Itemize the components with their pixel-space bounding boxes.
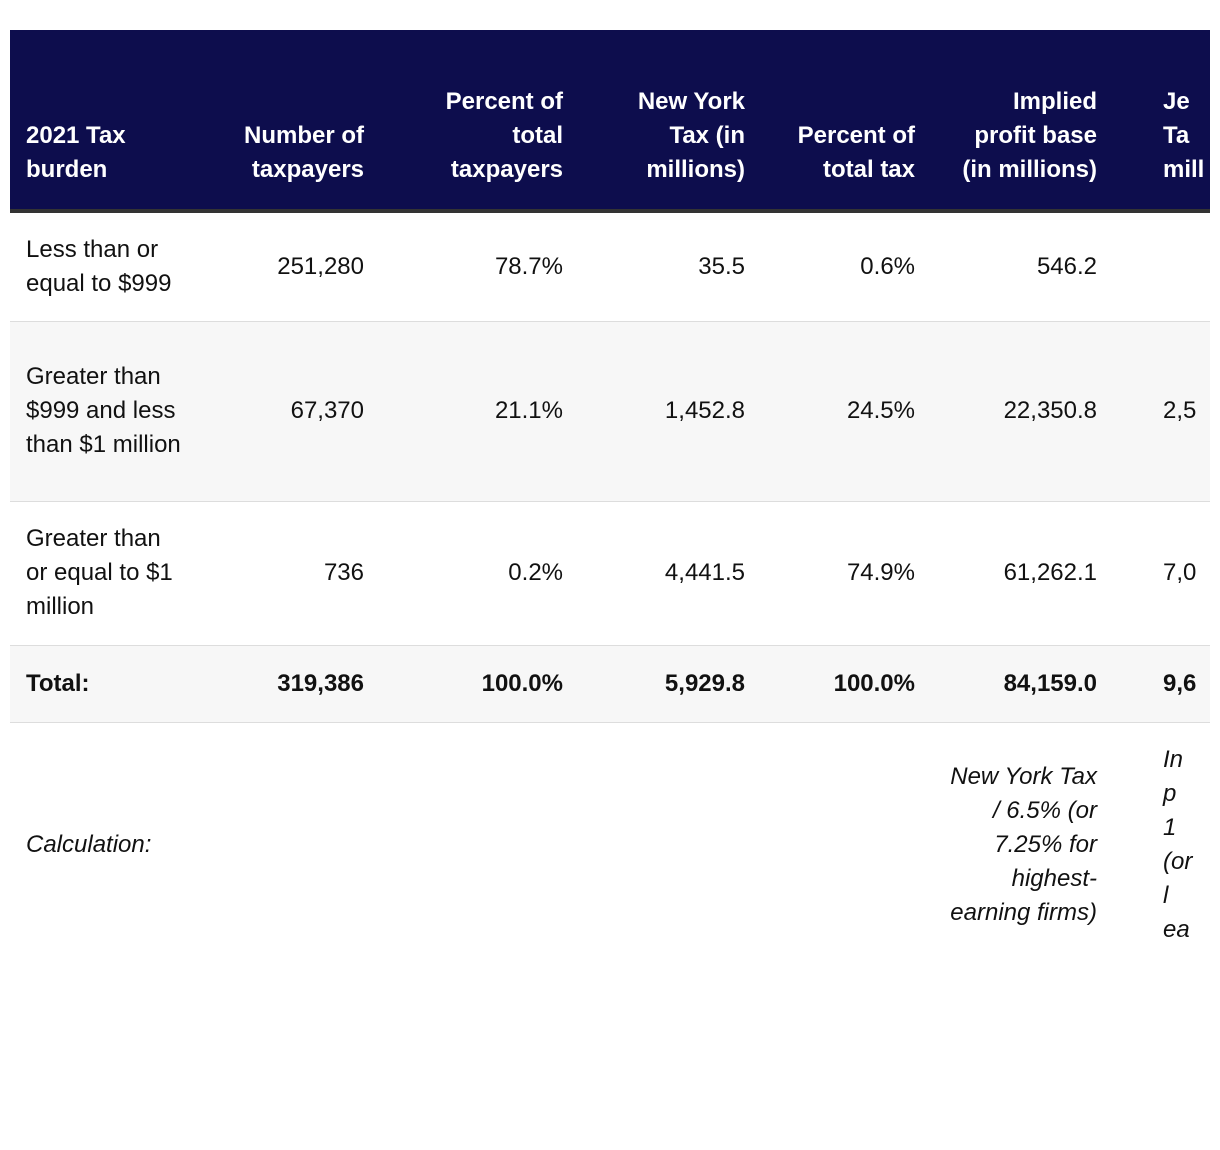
- cell: 0.6%: [761, 211, 931, 322]
- cell: Less than or equal to $999: [10, 211, 200, 322]
- cell: 1,452.8: [579, 321, 761, 502]
- table-body: Less than or equal to $999 251,280 78.7% 35…: [10, 211, 1210, 963]
- cell: 736: [200, 501, 380, 646]
- cell: 78.7%: [380, 211, 579, 322]
- column-header: Percent of total taxpayers: [380, 30, 579, 213]
- table-container: 2021 Tax burden Number of taxpayers Percen…: [10, 30, 1210, 963]
- cell: 0.2%: [380, 501, 579, 646]
- cell: 9,6: [1113, 645, 1210, 723]
- cell: 22,350.8: [931, 321, 1113, 502]
- cell: 84,159.0: [931, 645, 1113, 723]
- column-header: New York Tax (in millions): [579, 30, 761, 213]
- cell: New York Tax / 6.5% (or 7.25% for highes…: [950, 762, 1097, 926]
- cell: 21.1%: [380, 321, 579, 502]
- cell: 5,929.8: [579, 645, 761, 723]
- cell: [579, 722, 761, 963]
- cell: 7,0: [1113, 501, 1210, 646]
- cell: 251,280: [200, 211, 380, 322]
- cell: 67,370: [200, 321, 380, 502]
- cell: [380, 722, 579, 963]
- cell: [1113, 211, 1210, 322]
- column-header: Number of taxpayers: [200, 30, 380, 213]
- data-row: Greater than or equal to $1 million 736 0.…: [10, 501, 1210, 646]
- cell: 100.0%: [380, 645, 579, 723]
- cell: 319,386: [200, 645, 380, 723]
- cell: 24.5%: [761, 321, 931, 502]
- cell: [200, 722, 380, 963]
- cell: In p 1 (or l ea: [1163, 745, 1193, 943]
- cell: 35.5: [579, 211, 761, 322]
- cell: 2,5: [1113, 321, 1210, 502]
- tax-table: 2021 Tax burden Number of taxpayers Percen…: [10, 30, 1210, 963]
- cell: 4,441.5: [579, 501, 761, 646]
- total-row: Total: 319,386 100.0% 5,929.8 100.0% 84,159.0…: [10, 645, 1210, 723]
- cell: Calculation:: [26, 830, 152, 858]
- column-header: Implied profit base (in millions): [931, 30, 1113, 213]
- cell: Total:: [10, 645, 200, 723]
- cell: Greater than $999 and less than $1 milli…: [10, 321, 200, 502]
- cell: 546.2: [931, 211, 1113, 322]
- column-header: Percent of total tax: [761, 30, 931, 213]
- cell: Greater than or equal to $1 million: [10, 501, 200, 646]
- cell: 100.0%: [761, 645, 931, 723]
- cell: 61,262.1: [931, 501, 1113, 646]
- data-row: Greater than $999 and less than $1 milli…: [10, 321, 1210, 502]
- data-row: Less than or equal to $999 251,280 78.7% 35…: [10, 211, 1210, 322]
- cell: 74.9%: [761, 501, 931, 646]
- column-header: Je Ta mill: [1113, 30, 1210, 213]
- cell: [761, 722, 931, 963]
- column-header: 2021 Tax burden: [10, 30, 200, 213]
- header-row: 2021 Tax burden Number of taxpayers Percen…: [10, 30, 1210, 213]
- calculation-row: Calculation: New York Tax / 6.5% (or 7.25…: [10, 722, 1210, 963]
